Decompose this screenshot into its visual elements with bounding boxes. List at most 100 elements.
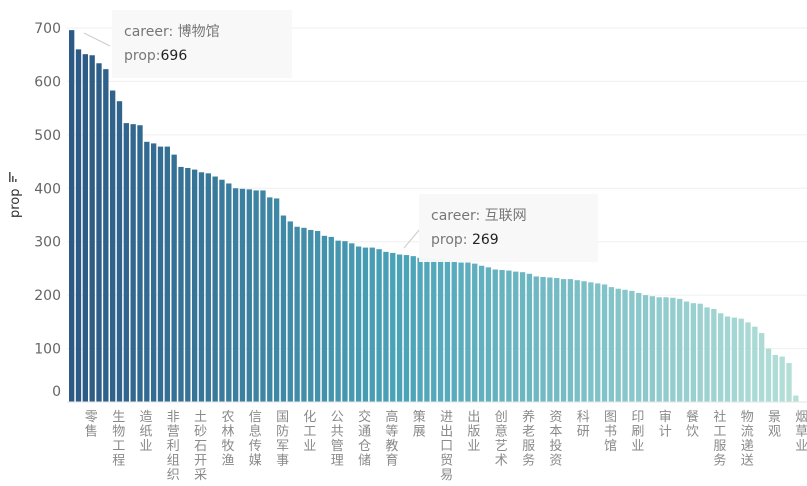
bar[interactable] — [718, 313, 724, 402]
bar[interactable] — [772, 354, 778, 402]
bar[interactable] — [738, 318, 744, 402]
bar[interactable] — [150, 143, 157, 402]
bar[interactable] — [116, 101, 123, 402]
bar[interactable] — [321, 235, 328, 402]
bar[interactable] — [335, 240, 341, 402]
bar[interactable] — [403, 255, 410, 402]
bar[interactable] — [704, 307, 710, 402]
bar[interactable] — [533, 276, 539, 402]
bar[interactable] — [103, 69, 109, 402]
bar[interactable] — [314, 231, 321, 402]
bar[interactable] — [690, 303, 697, 402]
bar[interactable] — [745, 322, 751, 402]
bar[interactable] — [513, 271, 519, 402]
bar[interactable] — [581, 281, 587, 402]
bar[interactable] — [376, 249, 382, 402]
bar[interactable] — [649, 296, 656, 402]
bar[interactable] — [171, 154, 177, 402]
bar[interactable] — [499, 270, 505, 402]
bar[interactable] — [239, 188, 246, 402]
bar[interactable] — [69, 30, 75, 402]
bar[interactable] — [472, 263, 478, 402]
bar[interactable] — [328, 236, 334, 402]
bar[interactable] — [342, 241, 348, 402]
bar[interactable] — [540, 276, 546, 402]
bar[interactable] — [75, 49, 82, 403]
bar[interactable] — [191, 169, 198, 402]
bar[interactable] — [731, 317, 738, 402]
bar[interactable] — [588, 282, 594, 402]
bar[interactable] — [615, 288, 621, 402]
bar[interactable] — [458, 262, 464, 402]
bar[interactable] — [369, 247, 375, 402]
bar[interactable] — [294, 226, 300, 402]
bar[interactable] — [164, 146, 170, 402]
bar[interactable] — [560, 279, 567, 402]
bar[interactable] — [567, 279, 574, 402]
bar[interactable] — [622, 289, 628, 402]
bar[interactable] — [656, 297, 662, 402]
bar[interactable] — [752, 326, 758, 402]
bar[interactable] — [608, 287, 615, 402]
bar-chart-icon[interactable] — [9, 172, 17, 182]
bar[interactable] — [485, 267, 492, 402]
bar[interactable] — [219, 179, 225, 402]
bar[interactable] — [663, 297, 669, 402]
bar[interactable] — [642, 295, 649, 402]
bar[interactable] — [96, 63, 102, 402]
bar[interactable] — [185, 167, 191, 402]
bar[interactable] — [109, 90, 116, 402]
bar[interactable] — [595, 283, 601, 402]
bar[interactable] — [396, 254, 403, 402]
bar[interactable] — [226, 183, 232, 402]
bar[interactable] — [246, 189, 252, 402]
bar[interactable] — [506, 270, 512, 402]
bar[interactable] — [287, 221, 293, 402]
bar[interactable] — [390, 252, 396, 402]
bar[interactable] — [779, 356, 785, 402]
bar[interactable] — [601, 284, 608, 402]
bar[interactable] — [765, 348, 772, 402]
bar[interactable] — [280, 215, 287, 402]
bar[interactable] — [786, 363, 792, 402]
bar[interactable] — [492, 269, 498, 403]
bar[interactable] — [130, 124, 136, 403]
bar[interactable] — [198, 172, 205, 402]
bar[interactable] — [260, 190, 266, 402]
bar[interactable] — [355, 246, 362, 402]
bar[interactable] — [554, 278, 560, 402]
bar[interactable] — [89, 55, 95, 402]
bar[interactable] — [144, 141, 150, 403]
bar[interactable] — [212, 176, 218, 402]
bar[interactable] — [759, 333, 765, 402]
bar[interactable] — [253, 190, 259, 402]
bar[interactable] — [232, 188, 239, 402]
bar[interactable] — [410, 256, 416, 402]
bar[interactable] — [301, 227, 307, 402]
bar[interactable] — [383, 251, 389, 402]
bar[interactable] — [465, 262, 471, 402]
bar[interactable] — [123, 123, 129, 402]
bar[interactable] — [711, 309, 717, 402]
bar[interactable] — [82, 54, 88, 403]
bar[interactable] — [424, 258, 430, 402]
bar[interactable] — [178, 166, 184, 402]
bar[interactable] — [519, 272, 526, 402]
bar[interactable] — [362, 247, 369, 402]
bar[interactable] — [793, 395, 799, 402]
bar[interactable] — [349, 243, 355, 402]
bar[interactable] — [273, 198, 280, 402]
bar[interactable] — [451, 262, 457, 402]
bar[interactable] — [547, 277, 553, 402]
bar[interactable] — [437, 258, 444, 402]
bar[interactable] — [677, 298, 683, 402]
bar[interactable] — [574, 280, 580, 402]
bar[interactable] — [417, 257, 423, 402]
bar[interactable] — [308, 229, 314, 402]
bar[interactable] — [629, 290, 635, 402]
bar[interactable] — [636, 293, 642, 402]
bar[interactable] — [267, 197, 273, 402]
bar[interactable] — [205, 173, 211, 402]
bar[interactable] — [478, 265, 485, 402]
bar[interactable] — [137, 125, 143, 403]
